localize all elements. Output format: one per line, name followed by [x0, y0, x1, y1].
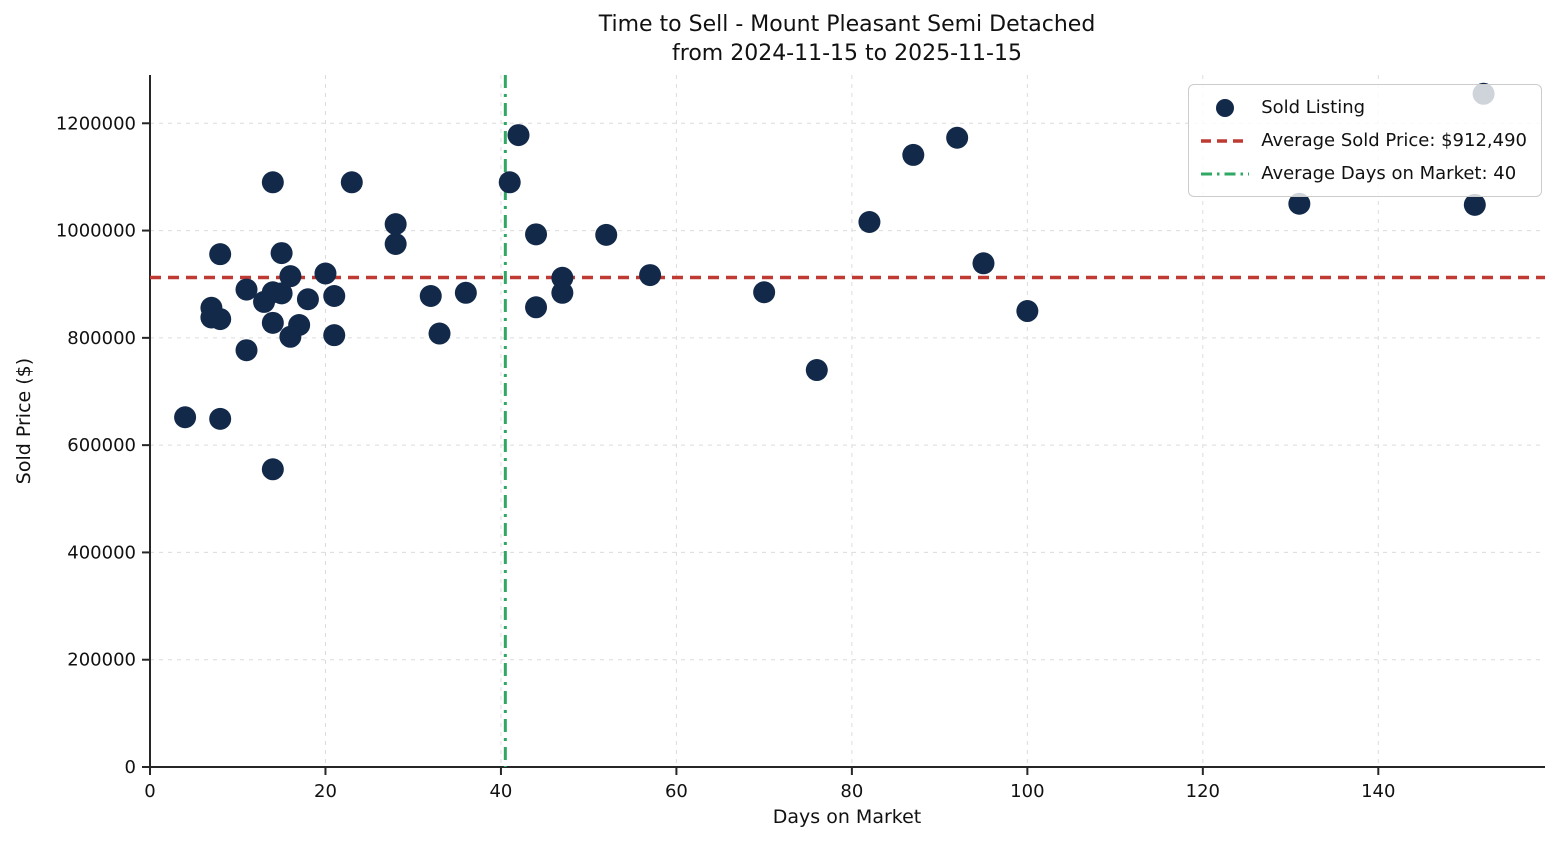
chart-title: Time to Sell - Mount Pleasant Semi Detac… — [598, 12, 1096, 37]
scatter-point — [270, 242, 293, 265]
scatter-point — [551, 281, 574, 304]
scatter-point — [805, 359, 828, 382]
scatter-point — [323, 324, 346, 347]
y-tick-label: 1200000 — [56, 113, 136, 134]
scatter-point — [507, 124, 530, 147]
scatter-point — [314, 262, 337, 285]
legend-label-average-sold-price: Average Sold Price: $912,490 — [1261, 130, 1527, 151]
scatter-point — [595, 223, 618, 246]
legend-item-sold-listing: Sold Listing — [1199, 94, 1527, 121]
legend-label-average-days: Average Days on Market: 40 — [1261, 163, 1517, 184]
scatter-point — [209, 308, 232, 331]
scatter-point — [340, 171, 363, 194]
scatter-point — [902, 143, 925, 166]
y-tick-label: 1000000 — [56, 221, 136, 242]
chart-title-block: Time to Sell - Mount Pleasant Semi Detac… — [599, 10, 1096, 68]
scatter-point — [525, 296, 548, 319]
scatter-point — [946, 126, 969, 149]
x-tick-label: 40 — [489, 781, 512, 802]
scatter-point — [858, 210, 881, 233]
scatter-point — [323, 285, 346, 308]
legend-dot-glyph — [1216, 98, 1235, 117]
scatter-point — [261, 458, 284, 481]
scatter-point — [296, 288, 319, 311]
legend: Sold Listing Average Sold Price: $912,49… — [1188, 84, 1542, 197]
y-tick-label: 800000 — [67, 328, 136, 349]
x-tick-label: 100 — [1010, 781, 1044, 802]
scatter-point — [235, 278, 258, 301]
scatter-point — [279, 265, 302, 288]
x-tick-label: 120 — [1186, 781, 1220, 802]
x-tick-label: 140 — [1361, 781, 1395, 802]
scatter-point — [419, 285, 442, 308]
legend-label-sold-listing: Sold Listing — [1261, 97, 1366, 118]
scatter-point — [454, 281, 477, 304]
y-axis-label: Sold Price ($) — [13, 357, 35, 485]
average-days-line-icon — [1199, 164, 1251, 184]
scatter-point — [270, 282, 293, 305]
x-tick-label: 20 — [314, 781, 337, 802]
scatter-point — [384, 213, 407, 236]
scatter-point — [261, 171, 284, 194]
scatter-point — [174, 406, 197, 429]
scatter-point — [498, 171, 521, 194]
scatter-point — [753, 281, 776, 304]
x-tick-label: 0 — [144, 781, 155, 802]
x-axis-label: Days on Market — [772, 806, 922, 828]
chart-subtitle: from 2024-11-15 to 2025-11-15 — [672, 41, 1022, 67]
scatter-point — [261, 311, 284, 334]
x-tick-label: 80 — [840, 781, 863, 802]
scatter-point — [1016, 300, 1039, 323]
scatter-point — [1288, 192, 1311, 215]
y-tick-label: 200000 — [67, 650, 136, 671]
scatter-point — [428, 322, 451, 345]
scatter-point — [639, 264, 662, 287]
scatter-point — [972, 252, 995, 275]
x-tick-label: 60 — [665, 781, 688, 802]
scatter-point — [384, 232, 407, 255]
scatter-point — [525, 223, 548, 246]
y-tick-label: 400000 — [67, 542, 136, 563]
sold-listing-dot-icon — [1199, 98, 1251, 118]
scatter-point — [235, 339, 258, 362]
scatter-point — [209, 243, 232, 266]
scatter-point — [288, 313, 311, 336]
scatter-point — [1463, 193, 1486, 216]
legend-item-average-sold-price: Average Sold Price: $912,490 — [1199, 127, 1527, 154]
y-tick-label: 0 — [125, 757, 136, 778]
legend-item-average-days: Average Days on Market: 40 — [1199, 160, 1527, 187]
scatter-point — [209, 407, 232, 430]
average-price-line-icon — [1199, 131, 1251, 151]
y-tick-label: 600000 — [67, 435, 136, 456]
